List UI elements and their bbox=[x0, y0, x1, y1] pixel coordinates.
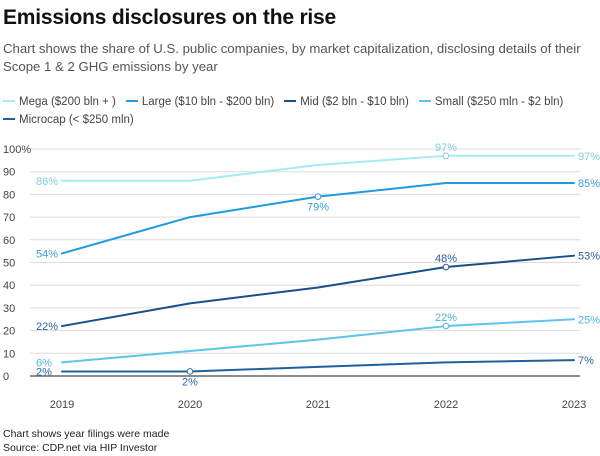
data-label: 97% bbox=[578, 151, 600, 163]
y-tick-label: 40 bbox=[3, 280, 15, 292]
chart-subtitle: Chart shows the share of U.S. public com… bbox=[3, 41, 581, 74]
footnote: Chart shows year filings were made bbox=[3, 428, 170, 440]
series-line bbox=[61, 154, 575, 182]
legend-swatch bbox=[3, 117, 15, 120]
x-tick-label: 2020 bbox=[178, 399, 202, 411]
series-line bbox=[61, 254, 575, 328]
y-tick-label: 60 bbox=[3, 235, 15, 247]
chart-title: Emissions disclosures on the rise bbox=[3, 6, 337, 29]
data-label: 6% bbox=[36, 357, 52, 369]
data-label: 2% bbox=[36, 366, 52, 378]
data-label: 53% bbox=[578, 251, 600, 263]
y-tick-label: 20 bbox=[3, 326, 15, 338]
data-point-marker bbox=[442, 152, 450, 160]
data-point-marker bbox=[314, 193, 322, 200]
data-label: 97% bbox=[435, 142, 457, 154]
y-tick-label: 80 bbox=[3, 189, 15, 201]
y-tick-label: 30 bbox=[3, 303, 15, 315]
data-label: 48% bbox=[435, 253, 457, 265]
x-tick-label: 2023 bbox=[562, 399, 586, 411]
legend-swatch bbox=[3, 99, 15, 102]
legend-label: Mid ($2 bln - $10 bln) bbox=[300, 96, 409, 108]
y-tick-label: 70 bbox=[3, 212, 15, 224]
source-note: Source: CDP.net via HIP Investor bbox=[3, 442, 158, 454]
data-point-marker bbox=[186, 368, 194, 375]
y-tick-label: 10 bbox=[3, 348, 15, 360]
y-tick-label: 90 bbox=[3, 167, 15, 179]
legend-label: Small ($250 mln - $2 bln) bbox=[434, 96, 564, 108]
legend-swatch bbox=[418, 99, 431, 102]
data-label: 25% bbox=[578, 314, 600, 326]
data-label: 22% bbox=[435, 312, 457, 324]
series-line bbox=[61, 318, 575, 364]
data-label: 79% bbox=[307, 202, 329, 214]
legend-label: Large ($10 bln - $200 bln) bbox=[141, 96, 275, 108]
data-label: 85% bbox=[578, 178, 600, 190]
x-tick-label: 2022 bbox=[434, 399, 458, 411]
data-label: 2% bbox=[182, 376, 198, 388]
legend-item: Mega ($200 bln + ) bbox=[3, 93, 116, 111]
x-tick-label: 2019 bbox=[50, 399, 74, 411]
data-label: 86% bbox=[36, 176, 58, 188]
x-tick-label: 2021 bbox=[306, 399, 330, 411]
y-tick-label: 100% bbox=[3, 144, 31, 156]
legend-item: Small ($250 mln - $2 bln) bbox=[418, 93, 564, 111]
data-label: 22% bbox=[36, 321, 58, 333]
y-tick-label: 50 bbox=[3, 258, 15, 270]
y-tick-label: 0 bbox=[3, 371, 9, 383]
legend-label: Mega ($200 bln + ) bbox=[19, 96, 116, 108]
legend-swatch bbox=[284, 99, 297, 102]
data-label: 7% bbox=[578, 355, 594, 367]
data-point-marker bbox=[442, 263, 450, 271]
legend-item: Microcap (< $250 mln) bbox=[3, 111, 134, 129]
legend-item: Mid ($2 bln - $10 bln) bbox=[284, 93, 409, 111]
legend-label: Microcap (< $250 mln) bbox=[19, 114, 134, 126]
data-label: 54% bbox=[36, 248, 58, 260]
series-line bbox=[61, 359, 575, 373]
data-point-marker bbox=[442, 322, 450, 330]
chart-legend: Mega ($200 bln + ) Large ($10 bln - $200 … bbox=[3, 93, 595, 129]
legend-item: Large ($10 bln - $200 bln) bbox=[125, 93, 275, 111]
legend-swatch bbox=[125, 99, 138, 102]
